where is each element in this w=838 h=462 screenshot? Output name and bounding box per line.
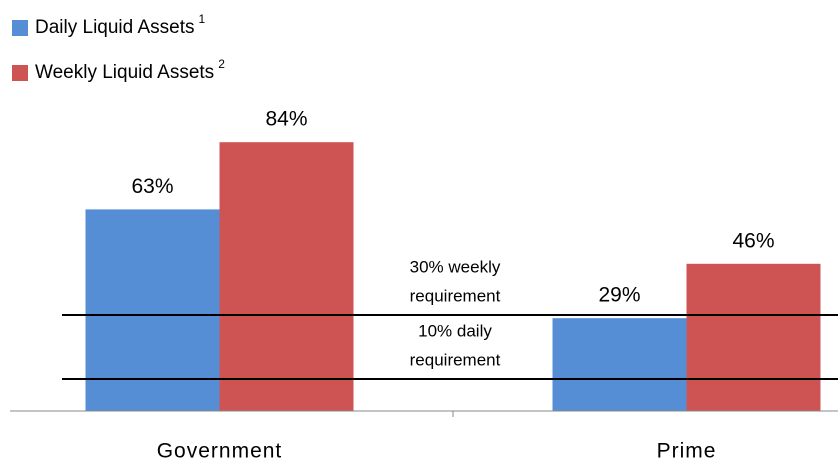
reference-label: 10% daily: [418, 321, 492, 340]
legend-note: 2: [218, 57, 225, 71]
legend-label: Daily Liquid Assets: [35, 17, 194, 38]
legend-label: Weekly Liquid Assets: [35, 62, 214, 83]
value-label: 84%: [265, 108, 307, 131]
x-tick-label: Prime: [657, 440, 717, 462]
value-label: 46%: [732, 229, 774, 252]
reference-label: requirement: [410, 350, 501, 369]
legend-note: 1: [198, 12, 205, 26]
bar: [85, 209, 220, 411]
reference-label: 30% weekly: [410, 257, 501, 276]
bar: [686, 263, 821, 411]
bar: [219, 142, 354, 411]
bar: [552, 318, 687, 411]
reference-label: requirement: [410, 286, 501, 305]
value-label: 63%: [131, 175, 173, 198]
legend-swatch: [12, 20, 28, 36]
x-tick-label: Government: [157, 440, 283, 462]
value-label: 29%: [598, 284, 640, 307]
legend-swatch: [12, 65, 28, 81]
